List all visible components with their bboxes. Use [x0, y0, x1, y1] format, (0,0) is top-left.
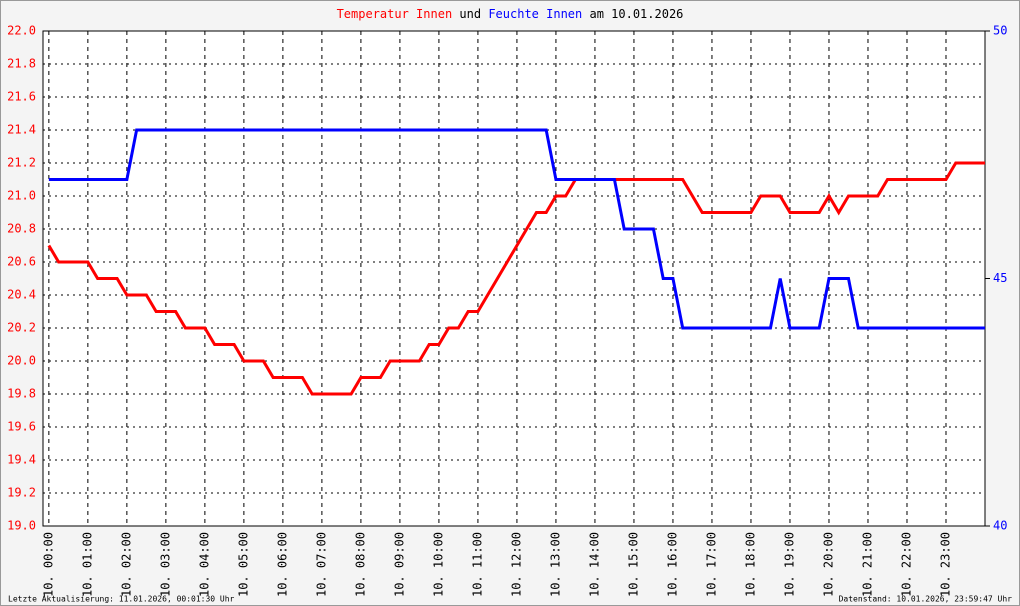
plot-border: [42, 30, 986, 527]
x-tick-label: 10. 00:00: [41, 532, 55, 597]
x-tick-label: 10. 05:00: [236, 532, 250, 597]
y-tick-label: 20.2: [7, 321, 36, 335]
y-tick-label: 20.4: [7, 288, 36, 302]
x-tick-label: 10. 04:00: [197, 532, 211, 597]
y-tick-label: 19.4: [7, 453, 36, 467]
x-tick-label: 10. 16:00: [665, 532, 679, 597]
y-tick-label: 19.8: [7, 387, 36, 401]
x-tick-label: 10. 17:00: [704, 532, 718, 597]
y-tick-label: 21.4: [7, 123, 36, 137]
y-tick-label: 19.6: [7, 420, 36, 434]
series-line: [47, 161, 985, 396]
series-line: [48, 128, 985, 330]
y-tick-label: 20.6: [7, 255, 36, 269]
x-tick-label: 10. 12:00: [509, 532, 523, 597]
x-tick-label: 10. 01:00: [80, 532, 94, 597]
y-tick-label: 21.2: [7, 156, 36, 170]
x-tick-label: 10. 09:00: [392, 532, 406, 597]
y-tick-label: 19.0: [7, 519, 36, 533]
x-tick-label: 10. 20:00: [821, 532, 835, 597]
x-tick-label: 10. 19:00: [782, 532, 796, 597]
x-tick-label: 10. 03:00: [158, 532, 172, 597]
x-tick-label: 10. 15:00: [626, 532, 640, 597]
y-tick-label: 19.2: [7, 486, 36, 500]
x-tick-label: 10. 08:00: [353, 532, 367, 597]
x-tick-label: 10. 18:00: [743, 532, 757, 597]
title-series: Temperatur Innen: [337, 7, 453, 21]
y-tick-label: 20.0: [7, 354, 36, 368]
y-tick-label: 21.6: [7, 90, 36, 104]
title-connector: und: [459, 7, 481, 21]
title-date: am 10.01.2026: [589, 7, 683, 21]
x-tick-label: 10. 13:00: [548, 532, 562, 597]
x-tick-label: 10. 11:00: [470, 532, 484, 597]
x-tick-label: 10. 07:00: [314, 532, 328, 597]
chart-title: Temperatur Innen und Feuchte Innen am 10…: [337, 7, 684, 21]
x-tick-label: 10. 06:00: [275, 532, 289, 597]
y2-tick-label: 40: [993, 519, 1007, 533]
y2-tick-label: 50: [993, 24, 1007, 38]
y-tick-label: 21.8: [7, 57, 36, 71]
x-tick-label: 10. 02:00: [119, 532, 133, 597]
y-tick-label: 21.0: [7, 189, 36, 203]
x-tick-label: 10. 10:00: [431, 532, 445, 597]
footer-right: Datenstand: 10.01.2026, 23:59:47 Uhr: [839, 595, 1013, 604]
y-tick-label: 22.0: [7, 24, 36, 38]
y-tick-label: 20.8: [7, 222, 36, 236]
x-tick-label: 10. 22:00: [899, 532, 913, 597]
x-tick-label: 10. 23:00: [938, 532, 952, 597]
title-series: Feuchte Innen: [488, 7, 582, 21]
x-tick-label: 10. 21:00: [860, 532, 874, 597]
footer-left: Letzte Aktualisierung: 11.01.2026, 00:01…: [8, 595, 235, 604]
y2-tick-label: 45: [993, 271, 1007, 285]
x-tick-label: 10. 14:00: [587, 532, 601, 597]
